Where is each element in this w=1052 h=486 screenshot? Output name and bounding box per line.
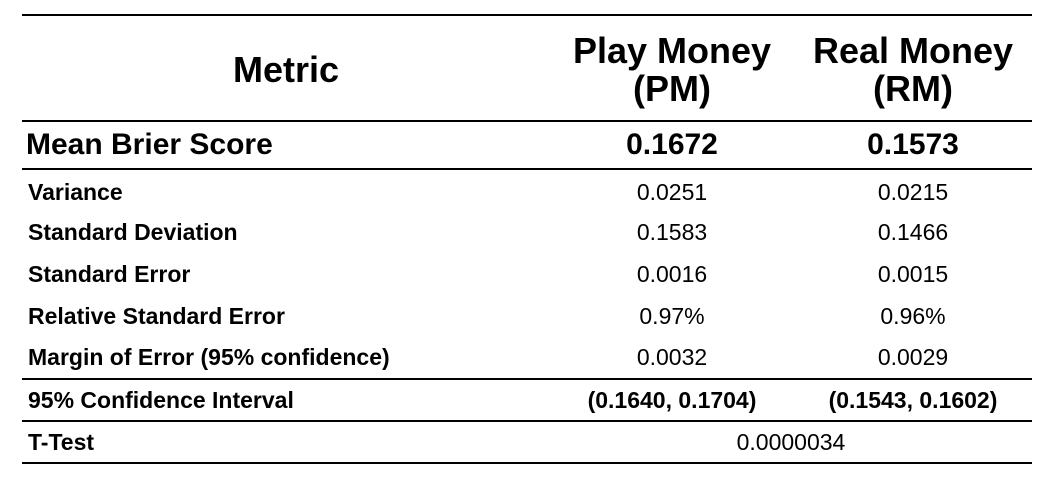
rm-value: 0.1466 [877, 218, 949, 245]
standard-error-row: Standard Error 0.0016 0.0015 [22, 253, 1032, 295]
header-metric: Metric [22, 14, 550, 122]
row-label: Mean Brier Score [22, 121, 550, 170]
header-play-money: Play Money (PM) [550, 14, 794, 122]
pm-value: 0.0251 [636, 179, 708, 205]
rm-value: 0.0215 [877, 179, 949, 205]
rm-value: (0.1543, 0.1602) [794, 379, 1032, 422]
pm-value: 0.0032 [550, 337, 794, 380]
relative-standard-error-row: Relative Standard Error 0.97% 0.96% [22, 295, 1032, 337]
margin-of-error-row: Margin of Error (95% confidence) 0.0032 … [22, 337, 1032, 380]
header-row: Metric Play Money (PM) Real Money (RM) [22, 14, 1032, 122]
t-test-value: 0.0000034 [550, 421, 1032, 464]
row-label: Margin of Error (95% confidence) [22, 337, 550, 380]
confidence-interval-row: 95% Confidence Interval (0.1640, 0.1704)… [22, 379, 1032, 422]
row-label: Standard Error [28, 260, 191, 287]
pm-value: 0.97% [639, 302, 705, 329]
standard-deviation-row: Standard Deviation 0.1583 0.1466 [22, 211, 1032, 253]
pm-value: 0.1672 [550, 121, 794, 170]
mean-brier-score-row: Mean Brier Score 0.1672 0.1573 [22, 121, 1032, 170]
pm-value: 0.0016 [636, 260, 708, 287]
pm-value: (0.1640, 0.1704) [550, 379, 794, 422]
header-real-money: Real Money (RM) [794, 14, 1032, 122]
row-label: Variance [28, 179, 123, 205]
pm-value: 0.1583 [636, 218, 708, 245]
brier-score-comparison-table: Metric Play Money (PM) Real Money (RM) M… [22, 14, 1032, 464]
row-label: Standard Deviation [28, 218, 238, 245]
t-test-row: T-Test 0.0000034 [22, 421, 1032, 464]
row-label: 95% Confidence Interval [22, 379, 550, 422]
rm-value: 0.96% [880, 302, 946, 329]
rm-value: 0.0015 [877, 260, 949, 287]
variance-row: Variance 0.0251 0.0215 [22, 169, 1032, 211]
row-label: T-Test [22, 421, 550, 464]
row-label: Relative Standard Error [28, 302, 285, 329]
rm-value: 0.1573 [794, 121, 1032, 170]
rm-value: 0.0029 [794, 337, 1032, 380]
